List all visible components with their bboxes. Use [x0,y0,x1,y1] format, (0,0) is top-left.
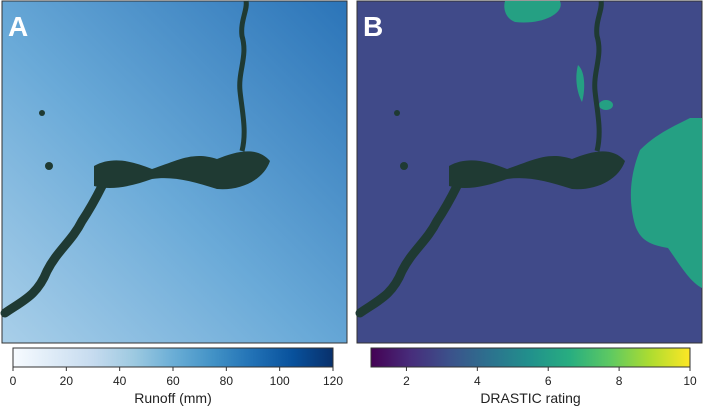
colorbar [12,347,334,368]
tick-label: 2 [403,374,410,388]
tick-label: 100 [270,374,290,388]
tick-label: 0 [10,374,17,388]
panel-letter: A [8,11,28,42]
colorbar [370,347,691,368]
colorbar-label: Runoff (mm) [134,390,212,406]
panel-letter: B [363,11,383,42]
tick-label: 4 [474,374,481,388]
tick-label: 60 [166,374,180,388]
panel-b: B [357,1,703,344]
tick-label: 6 [545,374,552,388]
tick-label: 8 [616,374,623,388]
tick-label: 40 [113,374,127,388]
zone [504,1,561,23]
tick-label: 120 [323,374,343,388]
zone [576,65,585,102]
zone [599,100,613,110]
panel-a: A [2,1,348,344]
tick-label: 10 [683,374,697,388]
colorbar-label: DRASTIC rating [480,390,580,406]
tick-label: 20 [60,374,74,388]
zone [630,118,702,288]
tick-label: 80 [220,374,234,388]
